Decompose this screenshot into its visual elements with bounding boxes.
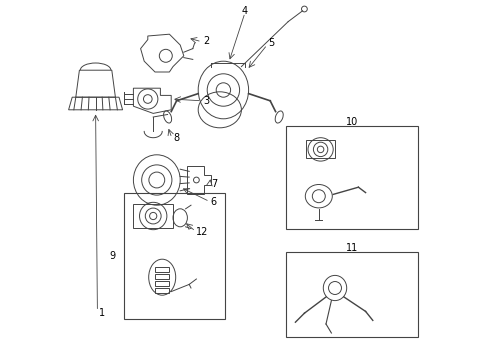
Text: 5: 5 xyxy=(269,38,275,48)
Text: 6: 6 xyxy=(211,197,217,207)
Text: 10: 10 xyxy=(346,117,358,127)
Bar xyxy=(155,267,170,272)
Text: 12: 12 xyxy=(196,227,209,237)
Bar xyxy=(133,204,173,228)
Bar xyxy=(286,126,418,229)
Text: 11: 11 xyxy=(346,243,358,253)
Bar xyxy=(155,288,170,293)
Bar xyxy=(306,140,335,158)
Bar xyxy=(155,281,170,286)
Text: 3: 3 xyxy=(204,96,210,106)
Text: 9: 9 xyxy=(109,251,116,261)
Bar xyxy=(155,274,170,279)
Text: 7: 7 xyxy=(211,179,217,189)
Text: 1: 1 xyxy=(99,308,105,318)
Text: 4: 4 xyxy=(242,6,248,16)
Bar xyxy=(286,252,418,337)
Bar xyxy=(124,193,225,319)
Text: 2: 2 xyxy=(204,36,210,46)
Text: 8: 8 xyxy=(173,132,179,143)
